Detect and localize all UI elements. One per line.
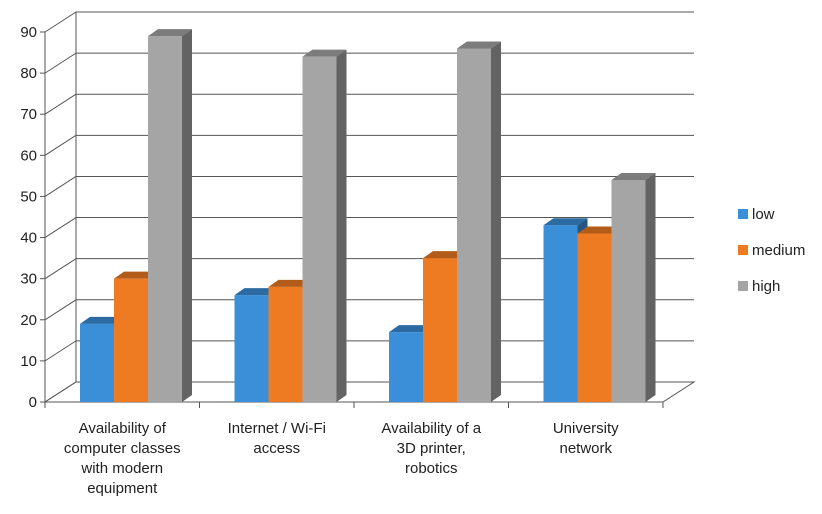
x-tick-label-line: robotics	[405, 460, 458, 477]
side-wall-gridline	[44, 340, 77, 362]
bar-high	[148, 36, 182, 402]
x-tick-label-line: 3D printer,	[397, 440, 466, 457]
y-tick-label: 90	[20, 24, 37, 41]
x-tick-label-line: Availability of a	[381, 420, 481, 437]
side-wall-gridline	[44, 11, 77, 33]
legend-swatch-medium	[738, 245, 748, 255]
legend-label-low: low	[752, 206, 775, 223]
x-tick-label-line: equipment	[87, 480, 158, 497]
bar-medium	[114, 278, 148, 402]
y-tick-label: 70	[20, 106, 37, 123]
bar-low	[80, 323, 114, 402]
x-tick-label-line: University	[553, 420, 619, 437]
bar-side-high	[491, 41, 501, 402]
x-tick-label: Availability of computer classes with mode…	[64, 420, 181, 497]
bar-side-high	[336, 49, 347, 403]
side-wall-gridline	[44, 299, 77, 321]
y-tick-label: 80	[20, 65, 37, 82]
x-tick-label-line: computer classes	[64, 440, 181, 457]
bar-top-medium	[577, 226, 622, 234]
bar-top-medium	[114, 271, 158, 279]
bar-low	[389, 332, 423, 402]
bar-high	[611, 180, 646, 402]
bar-top-low	[234, 288, 279, 296]
bar-top-high	[457, 41, 501, 49]
bar-medium	[577, 233, 612, 402]
bar-top-high	[302, 49, 347, 57]
x-tick-label-line: with modern	[80, 460, 163, 477]
bar-medium	[423, 258, 457, 402]
side-wall-gridline	[44, 217, 77, 238]
x-tick-label-line: network	[559, 440, 612, 457]
y-tick-label: 20	[20, 312, 37, 329]
bar-low	[543, 225, 578, 402]
side-wall-gridline	[44, 258, 77, 280]
bar-medium	[268, 286, 303, 402]
bar-top-medium	[423, 251, 467, 259]
x-tick-label-line: Internet / Wi-Fi	[228, 420, 326, 437]
y-tick-label: 40	[20, 230, 37, 247]
legend-label-medium: medium	[752, 242, 805, 259]
side-wall-gridline	[44, 176, 77, 197]
side-wall-gridline	[44, 134, 77, 156]
bar-side-high	[645, 173, 656, 402]
bar-high	[302, 56, 337, 403]
bar-top-high	[148, 29, 192, 37]
x-tick-label-line: Availability of	[79, 420, 167, 437]
y-tick-label: 10	[20, 353, 37, 370]
side-wall-gridline	[44, 381, 77, 403]
bar-top-low	[389, 325, 433, 333]
bar-top-medium	[268, 279, 313, 287]
x-tick-label: Internet / Wi-Fi access	[228, 420, 326, 457]
x-tick-label: University network	[553, 420, 619, 457]
legend-label-high: high	[752, 278, 780, 295]
y-tick-label: 0	[29, 394, 37, 411]
bar-side-high	[182, 29, 192, 402]
side-wall-gridline	[44, 93, 77, 115]
bar-top-high	[611, 173, 656, 180]
y-tick-label: 50	[20, 188, 37, 205]
x-tick-label-line: access	[253, 440, 300, 457]
y-tick-label: 30	[20, 271, 37, 288]
bar-top-low	[543, 218, 588, 226]
legend-swatch-high	[738, 281, 748, 291]
side-wall-gridline	[44, 52, 77, 74]
y-tick-label: 60	[20, 147, 37, 164]
bar-top-low	[80, 316, 124, 324]
bar-low	[234, 295, 269, 402]
x-tick-label: Availability of a 3D printer, robotics	[381, 420, 481, 477]
bar-high	[457, 48, 491, 402]
legend-swatch-low	[738, 209, 748, 219]
